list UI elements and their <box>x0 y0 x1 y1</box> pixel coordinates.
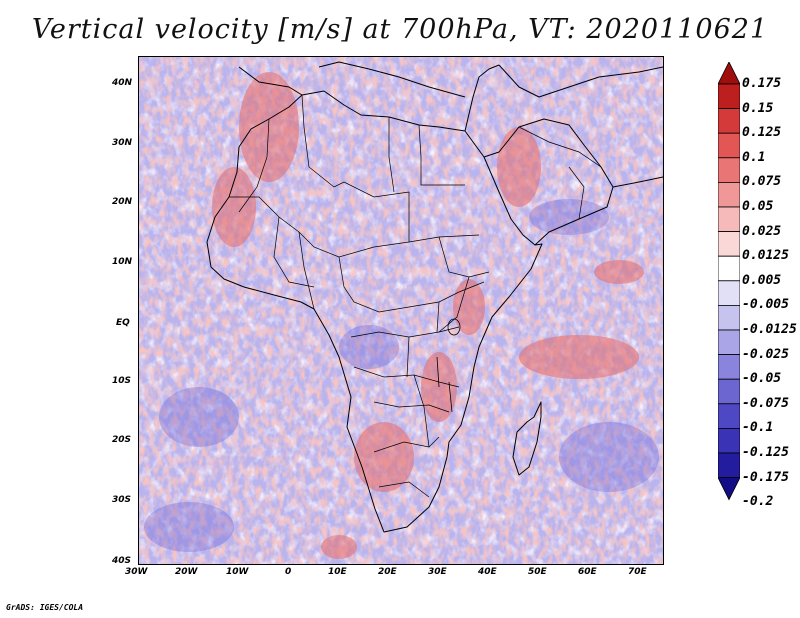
colorbar-label: -0.1 <box>742 420 774 436</box>
colorbar-label: 0.175 <box>742 76 782 91</box>
colorbar-swatch <box>718 329 740 356</box>
colorbar-label: 0.075 <box>742 174 782 190</box>
colorbar-swatch <box>718 477 740 501</box>
map-title: Vertical velocity [m/s] at 700hPa, VT: 2… <box>31 14 769 45</box>
lon-tick-label: 30W <box>125 567 148 577</box>
footer-credit: GrADS: IGES/COLA <box>6 603 84 612</box>
lat-tick-label: 10S <box>112 376 132 386</box>
lon-tick-label: 50E <box>528 567 547 577</box>
colorbar-label: -0.05 <box>742 371 782 387</box>
lat-tick-label: 40S <box>112 556 132 566</box>
colorbar-swatch <box>718 108 740 134</box>
lon-tick-label: 40E <box>478 567 497 577</box>
colorbar-swatch <box>718 378 740 405</box>
colorbar-swatch <box>718 182 740 208</box>
madagascar-coastline <box>512 401 542 476</box>
colorbar-swatch <box>718 354 740 380</box>
lon-tick-label: 20W <box>175 567 198 577</box>
lat-tick-label: EQ <box>116 318 130 328</box>
lat-tick-label: 20S <box>112 435 132 445</box>
lat-tick-label: 40N <box>112 78 133 88</box>
colorbar-swatch <box>718 255 740 282</box>
map-plot-area <box>138 56 664 565</box>
colorbar-label: 0.05 <box>742 199 774 214</box>
colorbar-label: -0.075 <box>742 395 789 411</box>
country-boundaries <box>229 94 602 498</box>
lakes <box>436 318 461 413</box>
colorbar-swatch <box>718 132 740 159</box>
colorbar-swatch <box>718 280 740 306</box>
colorbar-label: -0.125 <box>742 445 789 460</box>
lon-tick-label: 20E <box>378 567 397 577</box>
lon-tick-label: 60E <box>578 567 597 577</box>
africa-coastline <box>206 90 543 533</box>
lon-tick-label: 30E <box>428 567 447 577</box>
negative-velocity-patches <box>144 199 659 552</box>
lat-tick-label: 30N <box>112 138 133 148</box>
coastlines-and-borders <box>206 61 663 533</box>
colorbar-label: -0.0125 <box>742 322 797 337</box>
colorbar-label: 0.005 <box>742 272 782 288</box>
arabian-coastline <box>483 118 614 246</box>
colorbar <box>718 62 740 501</box>
colorbar-label: 0.15 <box>742 100 774 116</box>
lat-tick-label: 30S <box>112 495 132 505</box>
lat-tick-label: 10N <box>112 257 133 267</box>
colorbar-swatch <box>718 62 740 85</box>
colorbar-label: -0.025 <box>742 346 789 362</box>
colorbar-label: -0.005 <box>742 297 789 313</box>
colorbar-label: -0.175 <box>742 469 789 485</box>
colorbar-label: 0.0125 <box>742 248 789 264</box>
colorbar-swatch <box>718 452 740 479</box>
colorbar-swatch <box>718 427 740 454</box>
colorbar-label: 0.025 <box>742 223 782 239</box>
colorbar-swatch <box>718 304 740 331</box>
colorbar-label: -0.2 <box>742 494 774 510</box>
colorbar-label: 0.1 <box>742 149 766 165</box>
colorbar-swatch <box>718 231 740 257</box>
lon-tick-label: 0 <box>285 567 292 577</box>
colorbar-label: 0.125 <box>742 125 782 141</box>
colorbar-swatch <box>718 403 740 429</box>
colorbar-swatch <box>718 206 740 233</box>
lon-tick-label: 70E <box>628 567 647 577</box>
colorbar-swatch <box>718 83 740 110</box>
lat-tick-label: 20N <box>112 197 133 207</box>
lon-tick-label: 10E <box>328 567 347 577</box>
lon-tick-label: 10W <box>226 567 249 577</box>
colorbar-swatches <box>718 62 740 501</box>
colorbar-swatch <box>718 157 740 183</box>
vertical-velocity-map <box>139 57 663 564</box>
field-texture-positive <box>139 57 663 564</box>
